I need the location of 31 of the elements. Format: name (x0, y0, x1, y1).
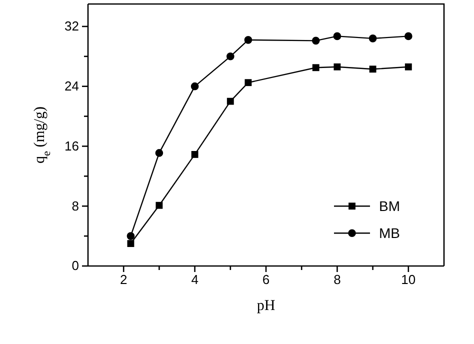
x-axis-title: pH (256, 298, 276, 314)
point (244, 36, 252, 44)
y-tick-label: 16 (64, 138, 79, 154)
point (404, 63, 412, 70)
x-tick-label: 4 (191, 272, 198, 288)
y-tick-label: 24 (64, 78, 79, 94)
point (155, 149, 164, 157)
point (312, 36, 320, 45)
x-tick-label: 8 (334, 272, 341, 288)
point (404, 32, 412, 40)
point (244, 79, 252, 86)
point (191, 151, 198, 158)
point (126, 232, 135, 240)
point (190, 82, 199, 90)
point (226, 98, 234, 105)
point (333, 32, 342, 40)
point (334, 63, 341, 70)
legend-label: MB (379, 225, 400, 242)
x-tick-label: 10 (401, 272, 416, 288)
x-tick-label: 6 (262, 272, 270, 288)
point (226, 52, 234, 60)
y-tick-label: 8 (72, 198, 79, 214)
point (312, 64, 320, 72)
y-tick-label: 0 (72, 258, 79, 274)
point (156, 202, 163, 209)
y-tick-label: 32 (64, 18, 79, 34)
legend-label: BM (379, 198, 400, 214)
point (369, 66, 376, 73)
x-tick-label: 2 (120, 272, 128, 288)
point (368, 34, 377, 42)
point (127, 240, 134, 248)
